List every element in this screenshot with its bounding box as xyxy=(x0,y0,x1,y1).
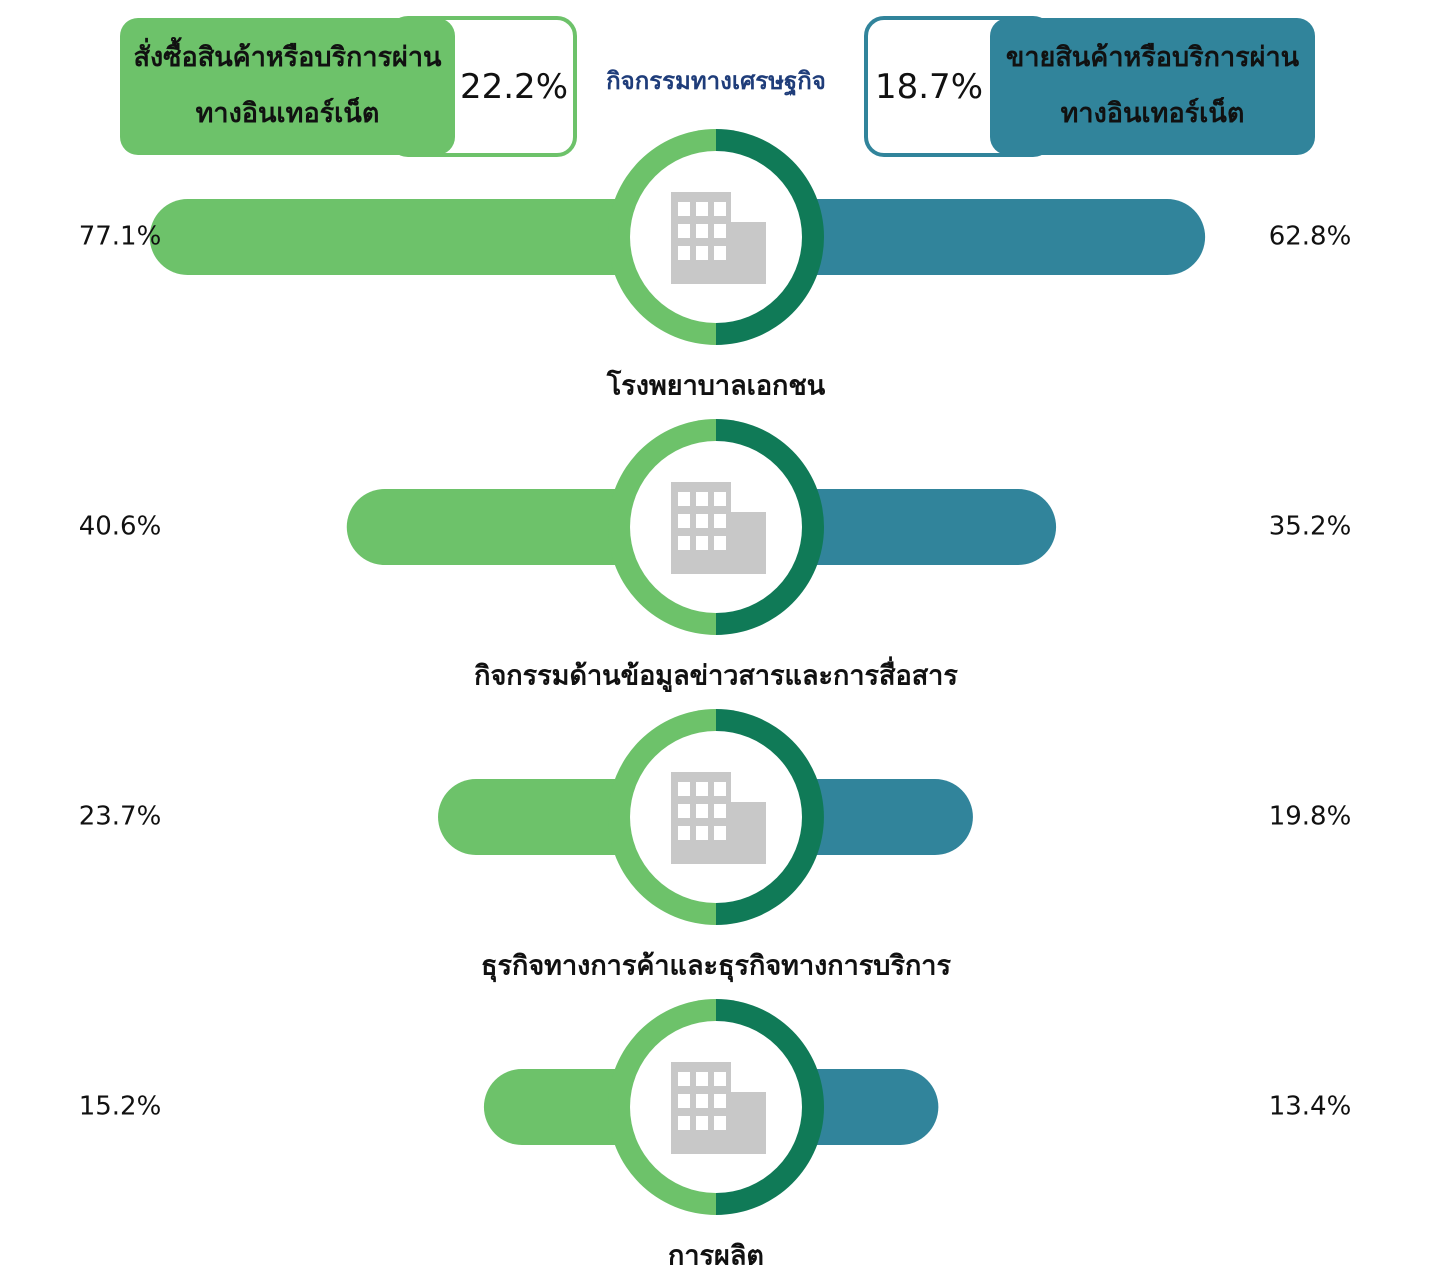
icon-window xyxy=(714,1072,726,1086)
icon-window xyxy=(714,1116,726,1130)
category-label: โรงพยาบาลเอกชน xyxy=(606,369,826,402)
value-label: 35.2% xyxy=(1269,512,1352,542)
icon-body xyxy=(721,512,766,574)
icon-window xyxy=(678,1072,690,1086)
icon-window xyxy=(696,804,708,818)
icon-window xyxy=(714,202,726,216)
icon-window xyxy=(678,514,690,528)
icon-window xyxy=(696,782,708,796)
icon-window xyxy=(678,1094,690,1108)
icon-window xyxy=(696,826,708,840)
icon-body xyxy=(721,802,766,864)
icon-window xyxy=(696,202,708,216)
icon-window xyxy=(714,804,726,818)
icon-window xyxy=(696,1094,708,1108)
value-label: 23.7% xyxy=(79,802,162,832)
icon-window xyxy=(696,536,708,550)
value-label: 62.8% xyxy=(1269,222,1352,252)
total-left: 22.2% xyxy=(455,20,573,153)
icon-window xyxy=(696,1072,708,1086)
chart: กิจกรรมทางเศรษฐกิจ 77.1% 62.8% โรงพยาบาลเอ… xyxy=(0,0,1445,1270)
legend-left: สั่งซื้อสินค้าหรือบริการผ่านทางอินเทอร์เ… xyxy=(130,30,445,142)
category-label: การผลิต xyxy=(668,1241,764,1270)
value-label: 77.1% xyxy=(79,222,162,252)
value-label: 19.8% xyxy=(1269,802,1352,832)
icon-window xyxy=(714,224,726,238)
icon-window xyxy=(696,224,708,238)
icon-window xyxy=(714,826,726,840)
total-right: 18.7% xyxy=(868,20,990,153)
icon-window xyxy=(678,492,690,506)
icon-window xyxy=(714,782,726,796)
legend-right: ขายสินค้าหรือบริการผ่านทางอินเทอร์เน็ต xyxy=(1000,30,1305,142)
value-label: 13.4% xyxy=(1269,1092,1352,1122)
value-label: 40.6% xyxy=(79,512,162,542)
icon-window xyxy=(696,492,708,506)
icon-window xyxy=(678,782,690,796)
icon-window xyxy=(678,246,690,260)
icon-window xyxy=(678,224,690,238)
page: กิจกรรมทางเศรษฐกิจ 77.1% 62.8% โรงพยาบาลเอ… xyxy=(0,0,1445,1270)
icon-body xyxy=(721,222,766,284)
category-label: กิจกรรมด้านข้อมูลข่าวสารและการสื่อสาร xyxy=(474,656,958,693)
icon-window xyxy=(678,826,690,840)
icon-window xyxy=(678,536,690,550)
icon-window xyxy=(696,246,708,260)
icon-window xyxy=(714,1094,726,1108)
icon-window xyxy=(678,202,690,216)
icon-window xyxy=(714,514,726,528)
category-label: ธุรกิจทางการค้าและธุรกิจทางการบริการ xyxy=(481,951,951,983)
icon-body xyxy=(721,1092,766,1154)
icon-window xyxy=(678,1116,690,1130)
icon-window xyxy=(714,536,726,550)
value-label: 15.2% xyxy=(79,1092,162,1122)
icon-window xyxy=(696,1116,708,1130)
icon-window xyxy=(696,514,708,528)
icon-window xyxy=(714,492,726,506)
icon-window xyxy=(678,804,690,818)
chart-title: กิจกรรมทางเศรษฐกิจ xyxy=(606,67,826,97)
icon-window xyxy=(714,246,726,260)
